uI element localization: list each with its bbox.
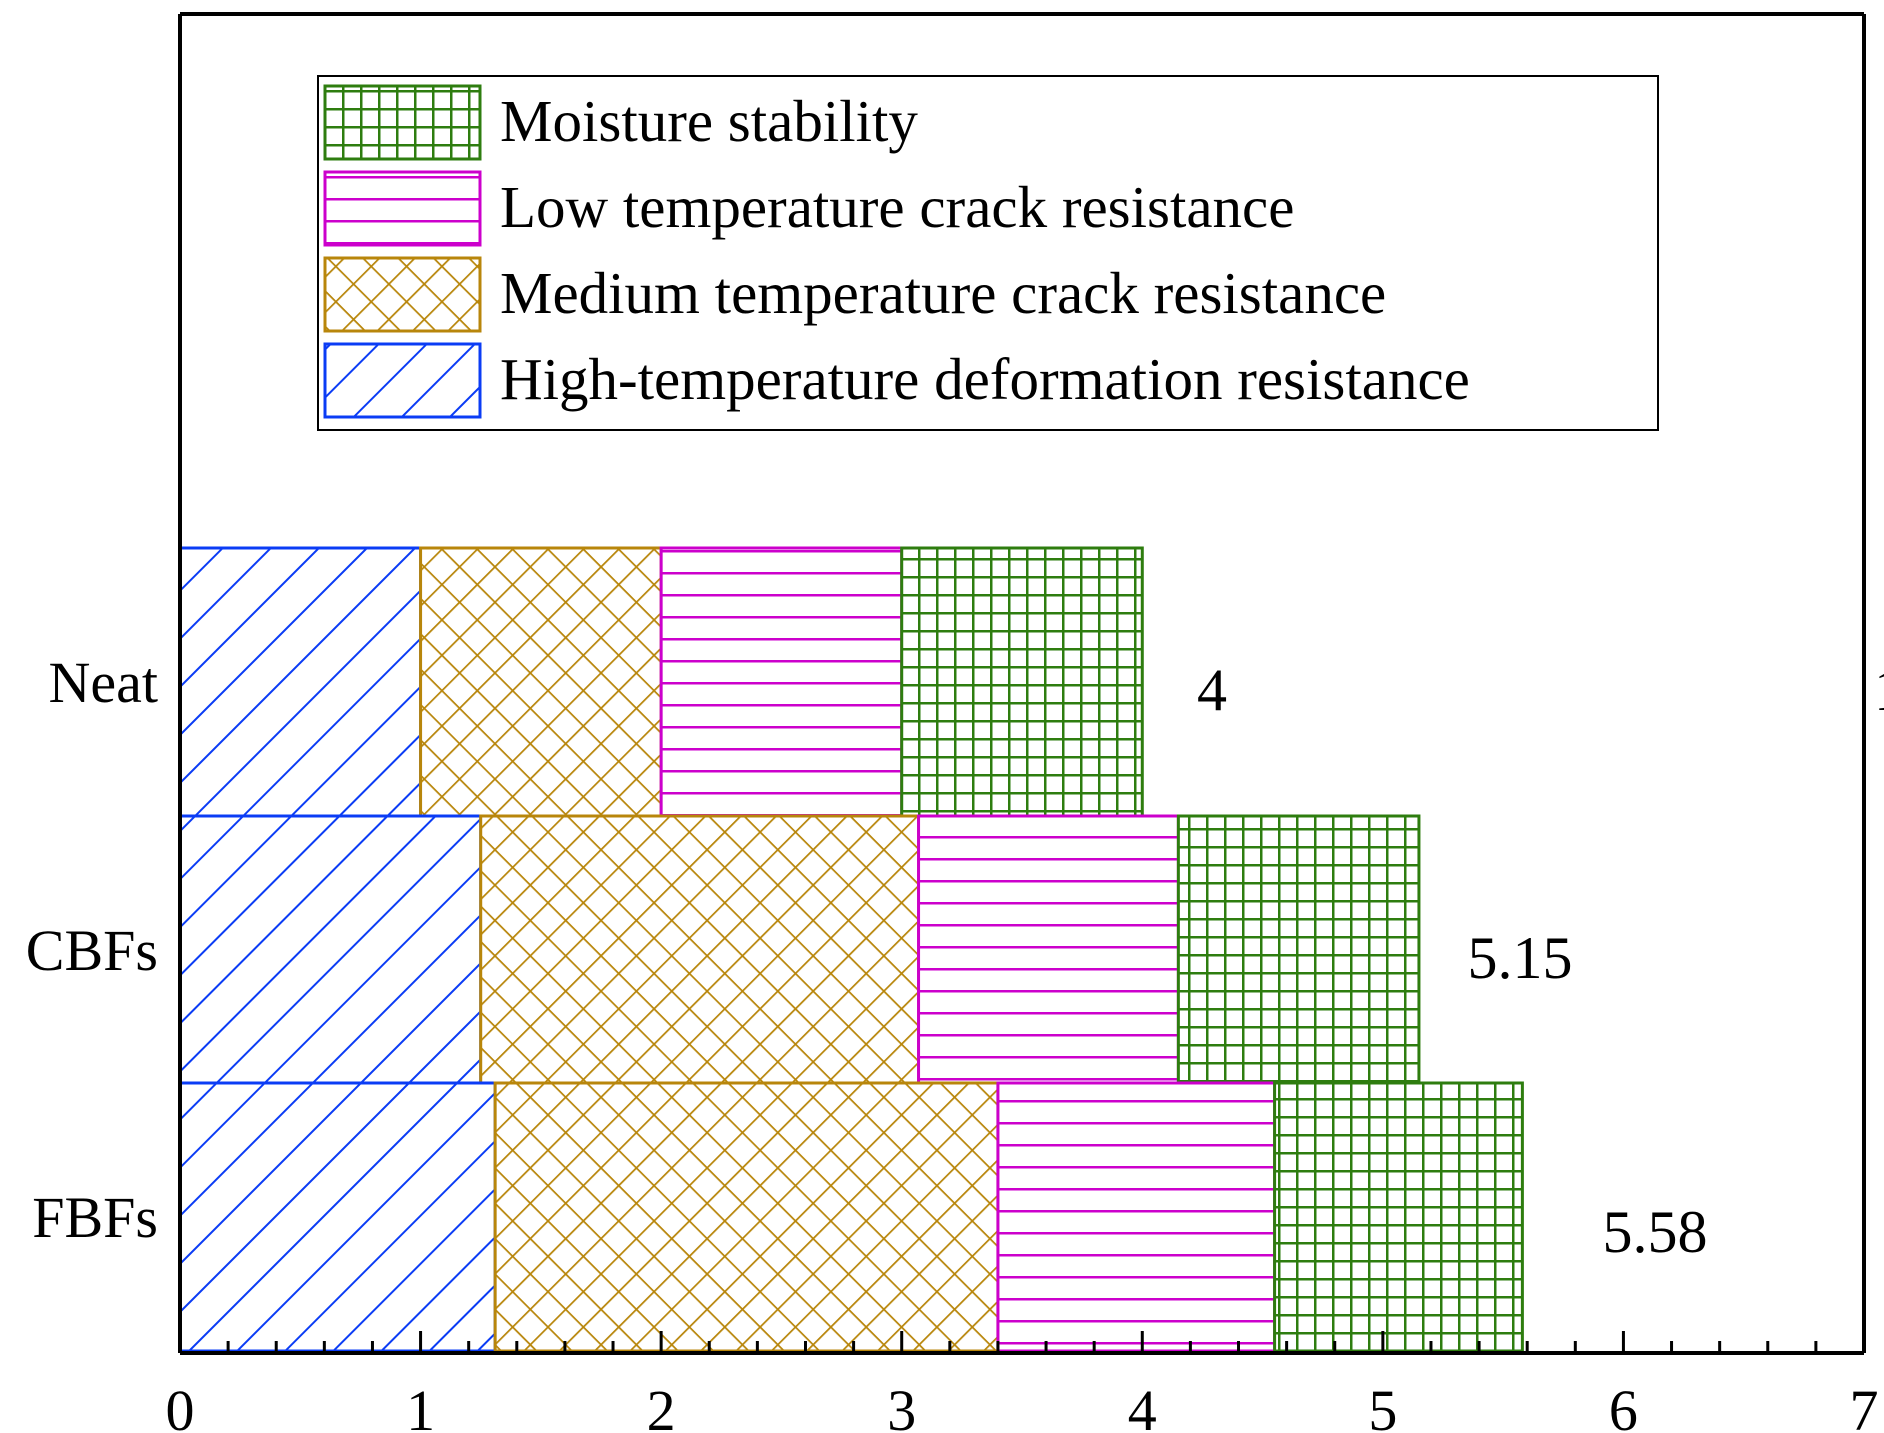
bars-layer — [178, 546, 1524, 1353]
bar-cbfs-series-1 — [479, 814, 921, 1086]
legend-label-2: Low temperature crack resistance — [500, 174, 1294, 240]
bar-fbfs-series-0 — [178, 1081, 497, 1353]
x-tick-label: 7 — [1850, 1378, 1879, 1433]
legend-label-0: High-temperature deformation resistance — [500, 346, 1470, 412]
axes-layer — [178, 12, 1866, 1355]
legend-box — [317, 75, 1659, 431]
legend-swatch-3 — [323, 84, 482, 161]
x-tick-label: 5 — [1368, 1378, 1397, 1433]
total-label-fbfs: 5.58 — [1603, 1199, 1708, 1265]
x-tick-label: 1 — [406, 1378, 435, 1433]
total-label-cbfs: 5.15 — [1468, 925, 1573, 991]
x-tick-label: 3 — [887, 1378, 916, 1433]
legend-swatch-2 — [323, 170, 482, 247]
bar-neat-series-1 — [419, 546, 663, 818]
total-label-neat: 4 — [1197, 657, 1227, 723]
x-tick-label: 4 — [1128, 1378, 1157, 1433]
labels-layer: 0 1 2 3 4 5 6 7 Neat CBFs FBFs 4 5.15 5.58 1 — [26, 650, 1884, 1433]
legend-label-3: Moisture stability — [500, 88, 918, 154]
legend: Moisture stability Low temperature crack … — [317, 75, 1659, 431]
x-tick-label: 2 — [647, 1378, 676, 1433]
legend-label-1: Medium temperature crack resistance — [500, 260, 1386, 326]
category-label-neat: Neat — [49, 650, 159, 715]
legend-swatch-0 — [323, 342, 482, 419]
legend-swatch-1 — [323, 256, 482, 333]
bar-cbfs-series-0 — [178, 814, 483, 1086]
bar-neat-series-2 — [659, 546, 904, 818]
bar-fbfs-series-2 — [996, 1081, 1277, 1353]
category-label-fbfs: FBFs — [32, 1185, 158, 1250]
bar-neat-series-3 — [900, 546, 1144, 818]
bar-cbfs-series-3 — [1176, 814, 1421, 1086]
category-label-cbfs: CBFs — [26, 918, 158, 983]
bar-neat-series-0 — [178, 546, 423, 818]
bar-cbfs-series-2 — [917, 814, 1180, 1086]
right-axis-label: 1 — [1874, 657, 1884, 723]
bar-fbfs-series-3 — [1273, 1081, 1524, 1353]
x-tick-label: 6 — [1609, 1378, 1638, 1433]
x-tick-label: 0 — [166, 1378, 195, 1433]
bar-fbfs-series-1 — [493, 1081, 1000, 1353]
